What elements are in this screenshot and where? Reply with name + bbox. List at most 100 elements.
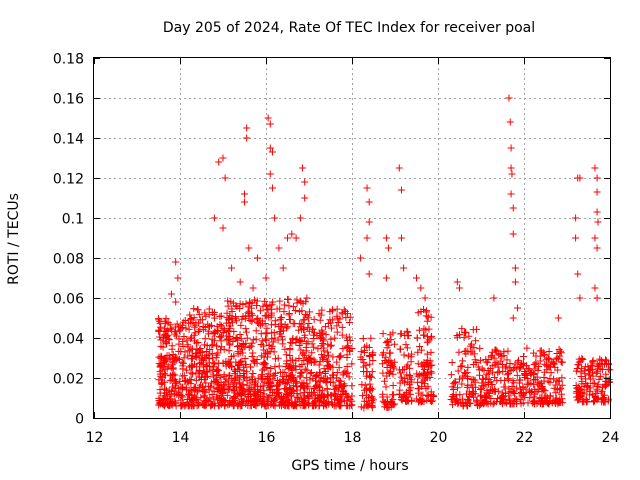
data-point: [335, 376, 343, 384]
data-point: [217, 333, 225, 341]
data-point: [235, 360, 243, 368]
data-point: [510, 387, 518, 395]
data-point: [318, 354, 326, 362]
data-point: [207, 402, 215, 410]
data-point: [208, 366, 216, 374]
data-point: [193, 353, 201, 361]
data-point: [196, 344, 204, 352]
data-point: [185, 325, 193, 333]
data-point: [159, 343, 167, 351]
data-point: [250, 400, 258, 408]
data-point: [406, 371, 414, 379]
data-point: [183, 336, 191, 344]
x-tick-label: 16: [258, 430, 276, 446]
data-point: [270, 329, 278, 337]
data-point: [492, 346, 500, 354]
data-point: [264, 114, 272, 122]
data-point: [256, 307, 264, 315]
data-point: [243, 334, 251, 342]
data-point: [241, 355, 249, 363]
y-tick-label: 0.06: [53, 292, 84, 308]
data-point: [157, 323, 165, 331]
data-point: [179, 342, 187, 350]
y-tick-label: 0.02: [53, 372, 84, 388]
data-point: [179, 393, 187, 401]
data-point: [492, 358, 500, 366]
data-point: [213, 372, 221, 380]
data-point: [523, 371, 531, 379]
data-point: [382, 353, 390, 361]
data-point: [468, 375, 476, 383]
data-point: [305, 327, 313, 335]
data-point: [226, 358, 234, 366]
data-point: [415, 326, 423, 334]
data-point: [477, 391, 485, 399]
y-tick-label: 0.16: [53, 92, 84, 108]
data-point: [192, 321, 200, 329]
data-point: [157, 352, 165, 360]
data-point: [416, 396, 424, 404]
data-point: [383, 344, 391, 352]
data-point: [453, 278, 461, 286]
data-point: [253, 315, 261, 323]
data-point: [312, 372, 320, 380]
data-point: [178, 402, 186, 410]
data-point: [472, 397, 480, 405]
data-point: [220, 372, 228, 380]
data-point: [291, 378, 299, 386]
data-point: [262, 274, 270, 282]
data-point: [344, 342, 352, 350]
data-point: [524, 365, 532, 373]
data-point: [598, 360, 606, 368]
data-point: [203, 342, 211, 350]
data-point: [202, 361, 210, 369]
data-point: [162, 386, 170, 394]
data-point: [200, 392, 208, 400]
data-point: [215, 394, 223, 402]
data-point: [271, 363, 279, 371]
data-point: [554, 314, 562, 322]
data-point: [425, 336, 433, 344]
data-point: [465, 332, 473, 340]
data-point: [489, 368, 497, 376]
data-point: [194, 399, 202, 407]
data-point: [419, 305, 427, 313]
data-point: [514, 304, 522, 312]
data-point: [155, 397, 163, 405]
data-point: [304, 323, 312, 331]
data-point: [205, 323, 213, 331]
data-point: [310, 315, 318, 323]
data-point: [271, 317, 279, 325]
data-point: [427, 397, 435, 405]
data-point: [528, 368, 536, 376]
data-point: [310, 343, 318, 351]
data-point: [489, 362, 497, 370]
data-point: [174, 274, 182, 282]
data-point: [213, 365, 221, 373]
data-point: [404, 361, 412, 369]
data-point: [168, 345, 176, 353]
data-point: [264, 305, 272, 313]
data-point: [343, 393, 351, 401]
data-point: [271, 214, 279, 222]
data-point: [589, 357, 597, 365]
data-point: [177, 348, 185, 356]
data-point: [605, 361, 613, 369]
data-point: [181, 378, 189, 386]
data-point: [235, 378, 243, 386]
data-point: [382, 274, 390, 282]
data-point: [186, 311, 194, 319]
data-point: [379, 393, 387, 401]
data-point: [487, 353, 495, 361]
data-point: [363, 368, 371, 376]
data-point: [267, 382, 275, 390]
data-point: [192, 350, 200, 358]
data-point: [202, 388, 210, 396]
data-point: [188, 363, 196, 371]
data-point: [333, 328, 341, 336]
data-point: [541, 368, 549, 376]
data-point: [197, 394, 205, 402]
data-point: [179, 383, 187, 391]
data-point: [262, 375, 270, 383]
data-point: [299, 350, 307, 358]
